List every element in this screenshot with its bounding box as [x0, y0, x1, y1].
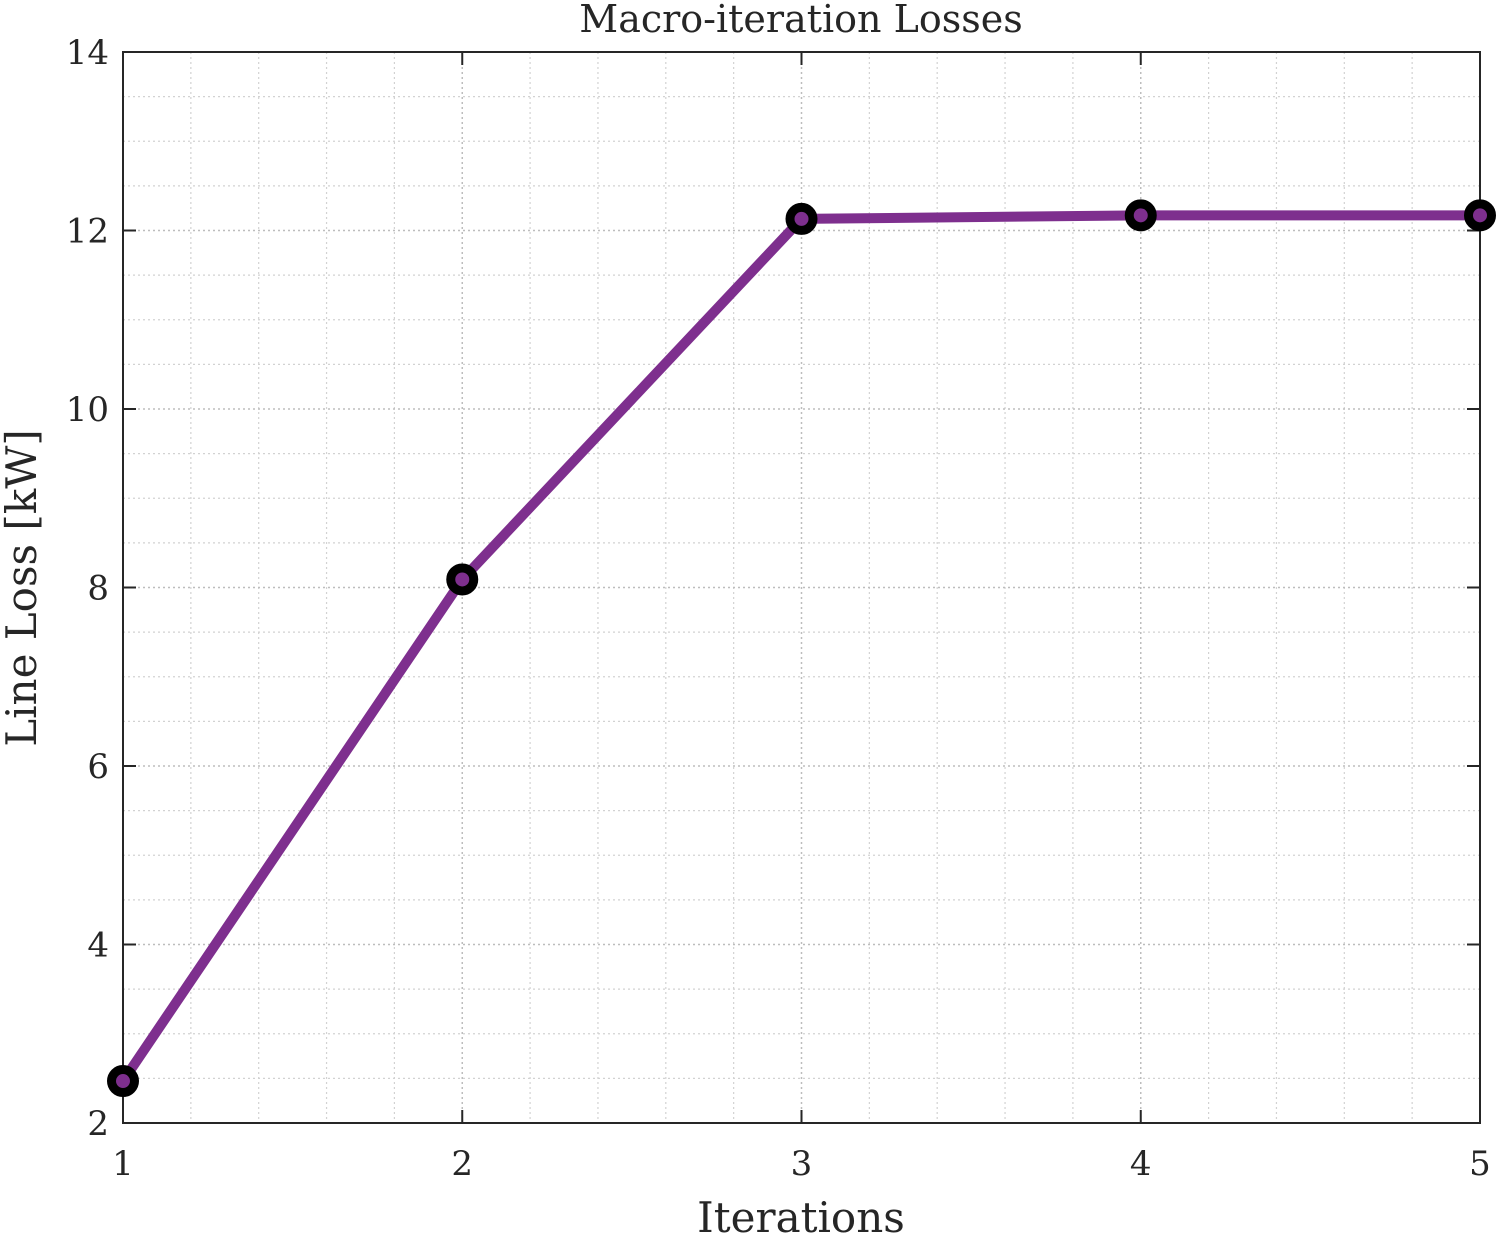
- y-tick-label: 10: [66, 390, 109, 430]
- y-tick-label: 2: [87, 1104, 109, 1144]
- data-point-marker: [785, 202, 818, 235]
- x-tick-label: 4: [1130, 1144, 1152, 1184]
- y-tick-label: 14: [66, 33, 109, 73]
- y-tick-label: 12: [66, 212, 109, 252]
- data-point-marker: [446, 563, 479, 596]
- data-point-marker: [107, 1065, 139, 1098]
- x-axis-title: Iterations: [697, 1193, 905, 1235]
- x-tick-label: 1: [112, 1144, 134, 1184]
- y-tick-label: 6: [87, 747, 109, 787]
- axis-ticks: [122, 51, 1481, 1124]
- y-axis-title: Line Loss [kW]: [0, 429, 46, 747]
- x-tick-label: 3: [791, 1144, 813, 1184]
- chart-title: Macro-iteration Losses: [579, 0, 1022, 41]
- data-series: [107, 199, 1496, 1098]
- y-tick-label: 8: [87, 569, 109, 609]
- x-tick-label: 2: [451, 1144, 473, 1184]
- data-point-marker: [1464, 199, 1496, 232]
- x-tick-label: 5: [1469, 1144, 1491, 1184]
- data-point-marker: [1124, 199, 1157, 232]
- y-tick-label: 4: [87, 926, 109, 966]
